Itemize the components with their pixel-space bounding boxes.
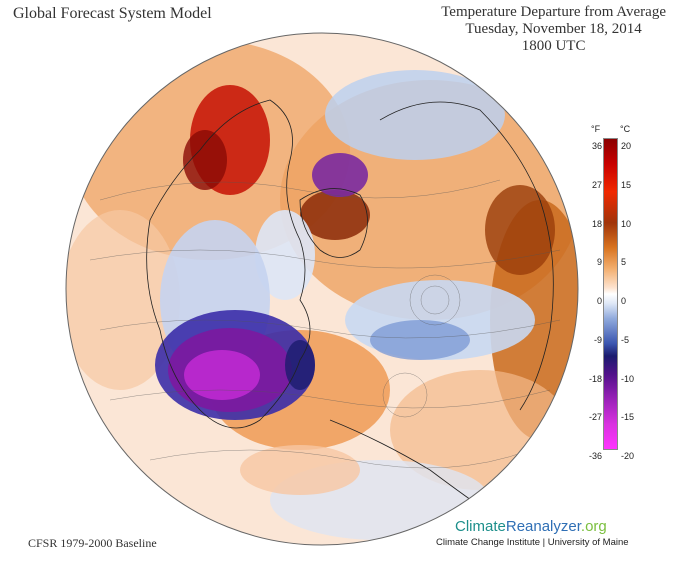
legend-tick-f: 36	[591, 141, 602, 151]
brand-part1: Climate	[455, 518, 506, 535]
legend-tick-c: -20	[621, 451, 635, 461]
brand-logo: ClimateReanalyzer.org	[455, 518, 607, 535]
globe-outline	[65, 32, 579, 546]
wind-streamlines	[89, 179, 561, 469]
legend-tick-f: -9	[593, 334, 602, 345]
legend-tick-f: 0	[596, 296, 602, 306]
legend-tick-f: 27	[591, 179, 602, 190]
legend-tick-f: -36	[588, 451, 602, 461]
forecast-time: 1800 UTC	[521, 38, 586, 54]
legend-unit-celsius: °C	[620, 124, 631, 134]
legend-tick-c: 5	[621, 257, 627, 268]
color-bar	[603, 138, 618, 450]
credit-line: Climate Change Institute | University of…	[436, 537, 629, 548]
legend-tick-f: 18	[591, 218, 602, 229]
legend-unit-fahrenheit: °F	[591, 124, 601, 134]
product-title-block: Temperature Departure from Average Tuesd…	[441, 4, 666, 55]
legend-tick-f: -27	[588, 412, 602, 423]
color-legend: °F °C 36 27 18 9 0 -9 -18 -27 -36 20 15 10 5 0 -5 -10 -…	[586, 124, 646, 464]
legend-tick-c: 0	[621, 296, 627, 306]
legend-tick-c: -5	[621, 334, 630, 345]
forecast-date: Tuesday, November 18, 2014	[465, 21, 642, 37]
legend-tick-c: 20	[621, 141, 632, 151]
model-title: Global Forecast System Model	[13, 5, 212, 22]
globe-surface	[66, 33, 578, 545]
legend-tick-c: -15	[621, 412, 635, 423]
legend-tick-f: -18	[588, 373, 602, 384]
product-title: Temperature Departure from Average	[441, 4, 666, 20]
brand-part3: .org	[580, 518, 607, 535]
legend-tick-c: 15	[621, 179, 632, 190]
legend-tick-c: -10	[621, 373, 635, 384]
legend-tick-c: 10	[621, 218, 632, 229]
baseline-label: CFSR 1979-2000 Baseline	[28, 536, 157, 550]
arctic-cold-anomaly	[312, 153, 368, 197]
brand-part2: Reanalyzer	[505, 518, 581, 535]
greenland-warm-anomaly	[300, 190, 370, 240]
legend-tick-f: 9	[596, 257, 602, 268]
